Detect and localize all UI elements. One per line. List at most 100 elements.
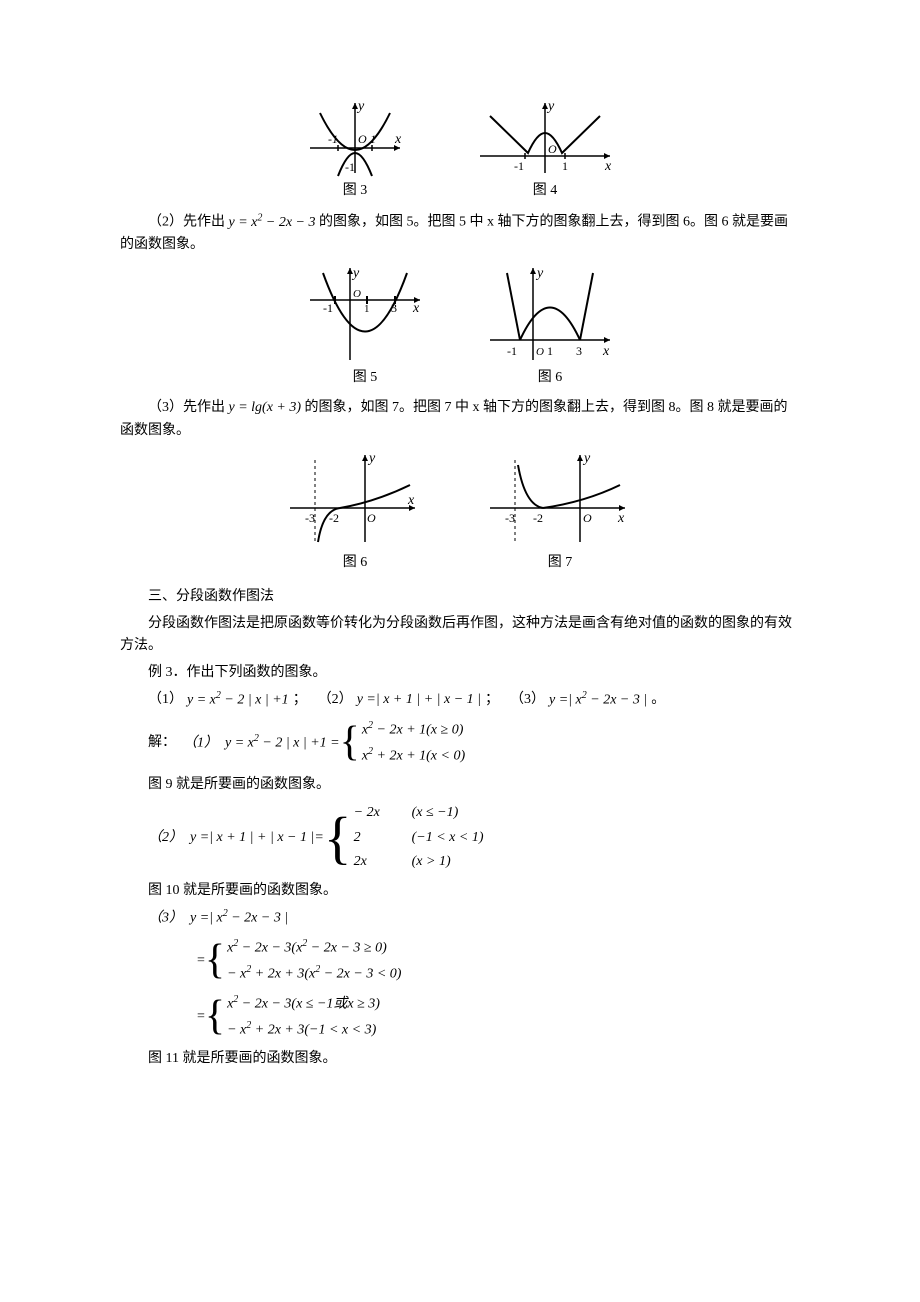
- svg-text:y: y: [367, 451, 376, 466]
- solve3-g1-case2: − x2 + 2x + 3(x2 − 2x − 3 < 0): [227, 962, 401, 986]
- svg-text:-1: -1: [345, 160, 355, 174]
- svg-text:-1: -1: [507, 344, 517, 358]
- para3-a: （3）先作出: [148, 400, 229, 415]
- solve3-g1-case1: x2 − 2x − 3(x2 − 2x − 3 ≥ 0): [227, 936, 401, 960]
- svg-text:x: x: [602, 344, 610, 359]
- section-3-title: 三、分段函数作图法: [120, 586, 800, 608]
- ex3-1-label: （1）: [148, 689, 183, 711]
- figure-6a: -1 O 1 3 x y 图 6: [485, 265, 615, 389]
- fig4-caption: 图 4: [533, 180, 558, 202]
- ex3-3-label: （3）: [510, 689, 545, 711]
- ex3-2-label: （2）: [318, 689, 353, 711]
- svg-text:-3: -3: [305, 511, 315, 525]
- svg-text:-3: -3: [505, 511, 515, 525]
- solution-2: （2） y =| x + 1 | + | x − 1 |= { − 2x (x …: [148, 802, 800, 873]
- graph-fig7: -3 -2 O x y: [485, 450, 635, 550]
- ex3-end: 。: [651, 689, 665, 711]
- svg-text:1: 1: [364, 303, 370, 315]
- svg-text:1: 1: [562, 159, 568, 173]
- svg-text:x: x: [412, 301, 420, 316]
- solution-3-line1: （3） y =| x2 − 2x − 3 |: [148, 906, 800, 930]
- para2-a: （2）先作出: [148, 215, 229, 230]
- ex3-1-formula: y = x2 − 2 | x | +1: [187, 688, 289, 712]
- graph-fig6a: -1 O 1 3 x y: [485, 265, 615, 365]
- svg-text:-1: -1: [323, 301, 333, 315]
- svg-text:3: 3: [576, 344, 582, 358]
- figure-3: -1 1 O x y -1 图 3: [300, 98, 410, 202]
- svg-text:x: x: [394, 132, 402, 147]
- svg-text:y: y: [535, 266, 544, 281]
- svg-text:-1: -1: [328, 132, 338, 146]
- solve1-lhs: （1） y = x2 − 2 | x | +1 =: [183, 731, 340, 755]
- solve1-case2: x2 + 2x + 1(x < 0): [362, 744, 465, 768]
- fig11-text: 图 11 就是所要画的函数图象。: [120, 1048, 800, 1070]
- svg-text:O: O: [548, 142, 557, 156]
- svg-text:y: y: [582, 451, 591, 466]
- para-2: （2）先作出 y = x2 − 2x − 3 的图象，如图 5。把图 5 中 x…: [120, 210, 800, 256]
- fig6b-caption: 图 6: [343, 552, 368, 574]
- svg-text:-1: -1: [514, 159, 524, 173]
- figure-7: -3 -2 O x y 图 7: [485, 450, 635, 574]
- svg-text:x: x: [617, 511, 625, 526]
- svg-text:1: 1: [547, 344, 553, 358]
- svg-text:x: x: [604, 159, 612, 174]
- solve3-g2-case1: x2 − 2x − 3(x ≤ −1或x ≥ 3): [227, 992, 380, 1016]
- para3-formula: y = lg(x + 3): [229, 400, 302, 415]
- left-brace-icon: {: [324, 813, 352, 862]
- svg-text:y: y: [356, 99, 365, 114]
- left-brace-icon: {: [340, 724, 360, 762]
- svg-text:3: 3: [391, 301, 397, 315]
- ex3-sep2: ；: [485, 689, 506, 711]
- graph-fig3: -1 1 O x y -1: [300, 98, 410, 178]
- solve3-line1: （3） y =| x2 − 2x − 3 |: [148, 906, 288, 930]
- example-3-items: （1） y = x2 − 2 | x | +1 ； （2） y =| x + 1…: [148, 688, 800, 712]
- graph-fig6b: -3 -2 O x y: [285, 450, 425, 550]
- figure-6b: -3 -2 O x y 图 6: [285, 450, 425, 574]
- svg-text:O: O: [367, 511, 376, 525]
- solve2-case2-l: 2: [354, 827, 394, 849]
- svg-text:O: O: [358, 132, 367, 146]
- ex3-3-formula: y =| x2 − 2x − 3 |: [549, 688, 647, 712]
- svg-text:-2: -2: [329, 511, 339, 525]
- figure-4: -1 1 O x y 图 4: [470, 98, 620, 202]
- svg-text:y: y: [546, 99, 555, 114]
- fig10-text: 图 10 就是所要画的函数图象。: [120, 880, 800, 902]
- fig5-caption: 图 5: [353, 367, 378, 389]
- para2-formula: y = x2 − 2x − 3: [229, 215, 316, 230]
- left-brace-icon: {: [205, 998, 225, 1036]
- brace-group-1: { x2 − 2x + 1(x ≥ 0) x2 + 2x + 1(x < 0): [340, 718, 465, 768]
- solve2-case3-l: 2x: [354, 851, 394, 873]
- svg-text:y: y: [351, 266, 360, 281]
- fig3-caption: 图 3: [343, 180, 368, 202]
- example-3: 例 3．作出下列函数的图象。: [120, 662, 800, 684]
- graph-fig5: -1 O 1 3 x y: [305, 265, 425, 365]
- solve3-eq1: =: [197, 950, 205, 972]
- solve2-case1-r: (x ≤ −1): [412, 802, 459, 824]
- solve3-eq2: =: [197, 1006, 205, 1028]
- section-3-para: 分段函数作图法是把原函数等价转化为分段函数后再作图，这种方法是画含有绝对值的函数…: [120, 613, 800, 658]
- ex3-sep1: ；: [293, 689, 314, 711]
- brace-group-2: { − 2x (x ≤ −1) 2 (−1 < x < 1) 2x (x > 1…: [324, 802, 484, 873]
- ex3-2-formula: y =| x + 1 | + | x − 1 |: [357, 689, 481, 711]
- figure-row-5-6: -1 O 1 3 x y 图 5 -1 O 1 3 x y 图 6: [120, 265, 800, 389]
- solution-3-group1: = { x2 − 2x − 3(x2 − 2x − 3 ≥ 0) − x2 + …: [197, 936, 800, 986]
- svg-text:-2: -2: [533, 511, 543, 525]
- solve2-case1-l: − 2x: [354, 802, 394, 824]
- svg-text:O: O: [583, 511, 592, 525]
- para-3: （3）先作出 y = lg(x + 3) 的图象，如图 7。把图 7 中 x 轴…: [120, 397, 800, 442]
- solve2-case3-r: (x > 1): [412, 851, 451, 873]
- left-brace-icon: {: [205, 942, 225, 980]
- brace-group-3b: { x2 − 2x − 3(x ≤ −1或x ≥ 3) − x2 + 2x + …: [205, 992, 380, 1042]
- figure-row-6-7: -3 -2 O x y 图 6 -3 -2 O x y 图 7: [120, 450, 800, 574]
- solve2-case2-r: (−1 < x < 1): [412, 827, 484, 849]
- solve2-lhs: （2） y =| x + 1 | + | x − 1 |=: [148, 827, 324, 849]
- solve3-g2-case2: − x2 + 2x + 3(−1 < x < 3): [227, 1018, 380, 1042]
- fig7-caption: 图 7: [548, 552, 573, 574]
- solution-1: 解： （1） y = x2 − 2 | x | +1 = { x2 − 2x +…: [148, 718, 800, 768]
- solve-label: 解：: [148, 732, 183, 754]
- svg-text:O: O: [536, 346, 544, 358]
- figure-5: -1 O 1 3 x y 图 5: [305, 265, 425, 389]
- fig9-text: 图 9 就是所要画的函数图象。: [120, 774, 800, 796]
- svg-text:x: x: [407, 493, 415, 508]
- fig6a-caption: 图 6: [538, 367, 563, 389]
